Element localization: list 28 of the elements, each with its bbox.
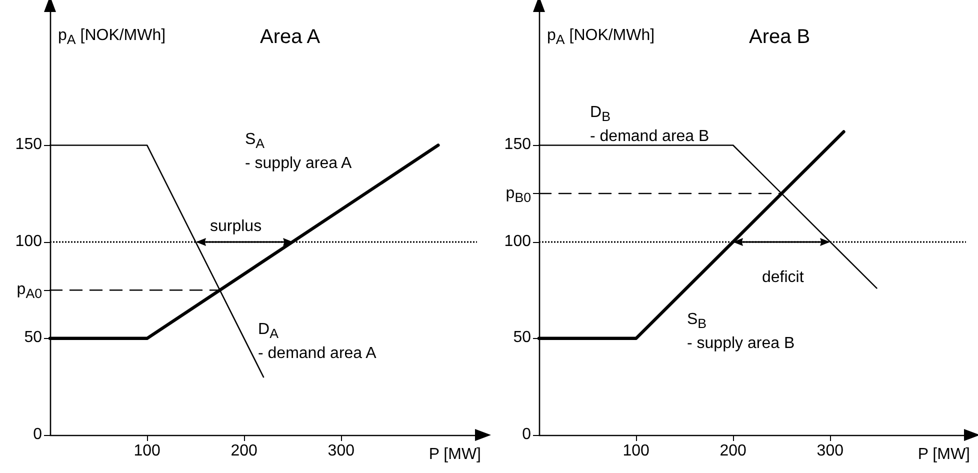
text: Area B — [749, 26, 810, 48]
x-tick-label: 200 — [230, 442, 258, 460]
y-tick-label: 150 — [15, 135, 42, 156]
y-tick-label: 50 — [24, 328, 42, 348]
y-tick-label: 0 — [522, 425, 531, 445]
y-axis-title: p$_{A}$ [NOK/MWh] — [547, 26, 655, 50]
y-tick-label: 0 — [33, 425, 42, 445]
y-tick-label: p$_{B0}$ — [506, 184, 531, 207]
x-tick-label: 200 — [720, 442, 747, 460]
annotation: deficit — [762, 268, 804, 288]
y-tick-label: p$_{A0}$ — [16, 280, 42, 304]
x-tick-label: 100 — [134, 442, 160, 460]
series-label: D$_{A}$ - demand area A — [258, 320, 376, 364]
x-axis-title: P [MW] — [918, 445, 970, 465]
y-tick-label: 100 — [504, 232, 531, 252]
series-label: D$_{B}$ - demand area B — [590, 103, 710, 148]
y-tick-label: 50 — [513, 328, 531, 348]
text: Area A — [260, 26, 321, 48]
x-tick-label: 300 — [328, 442, 355, 460]
y-tick-label: 100 — [15, 232, 42, 252]
series-label: S$_{B}$ - supply area B — [687, 310, 795, 354]
y-axis-title: p$_{A}$ [NOK/MWh] — [58, 26, 166, 50]
x-axis-title: P [MW] — [428, 445, 481, 465]
x-tick-label: 300 — [816, 442, 844, 460]
x-tick-label: 100 — [622, 442, 650, 460]
annotation: surplus — [210, 217, 262, 237]
series-label: S$_{A}$ - supply area A — [245, 130, 352, 174]
y-tick-label: 150 — [504, 135, 531, 156]
